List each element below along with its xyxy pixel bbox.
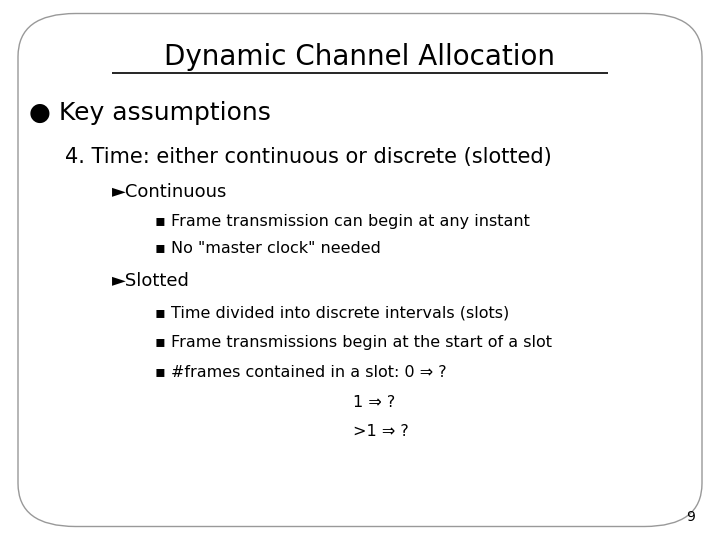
Text: >1 ⇒ ?: >1 ⇒ ? (353, 424, 408, 440)
Text: ▪ Frame transmissions begin at the start of a slot: ▪ Frame transmissions begin at the start… (155, 335, 552, 350)
Text: ►Slotted: ►Slotted (112, 272, 189, 290)
Text: ▪ No "master clock" needed: ▪ No "master clock" needed (155, 241, 381, 256)
Text: Dynamic Channel Allocation: Dynamic Channel Allocation (164, 43, 556, 71)
Text: ▪ Time divided into discrete intervals (slots): ▪ Time divided into discrete intervals (… (155, 306, 509, 321)
Text: ▪ #frames contained in a slot: 0 ⇒ ?: ▪ #frames contained in a slot: 0 ⇒ ? (155, 365, 446, 380)
Text: 1 ⇒ ?: 1 ⇒ ? (353, 395, 395, 410)
Text: 9: 9 (686, 510, 695, 524)
FancyBboxPatch shape (18, 14, 702, 526)
Text: ● Key assumptions: ● Key assumptions (29, 102, 271, 125)
Text: ▪ Frame transmission can begin at any instant: ▪ Frame transmission can begin at any in… (155, 214, 530, 229)
Text: ►Continuous: ►Continuous (112, 183, 227, 201)
Text: 4. Time: either continuous or discrete (slotted): 4. Time: either continuous or discrete (… (65, 146, 552, 167)
